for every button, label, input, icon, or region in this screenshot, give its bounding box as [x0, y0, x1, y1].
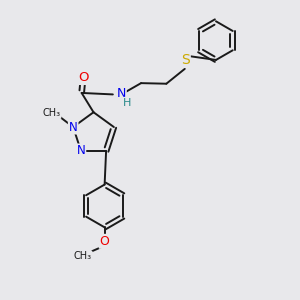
Text: CH₃: CH₃: [42, 108, 61, 118]
Text: N: N: [76, 145, 85, 158]
Text: O: O: [100, 235, 110, 248]
Text: CH₃: CH₃: [74, 251, 92, 262]
Text: H: H: [123, 98, 131, 108]
Text: O: O: [78, 71, 88, 84]
Text: N: N: [116, 87, 126, 100]
Text: N: N: [69, 121, 78, 134]
Text: S: S: [181, 53, 190, 67]
